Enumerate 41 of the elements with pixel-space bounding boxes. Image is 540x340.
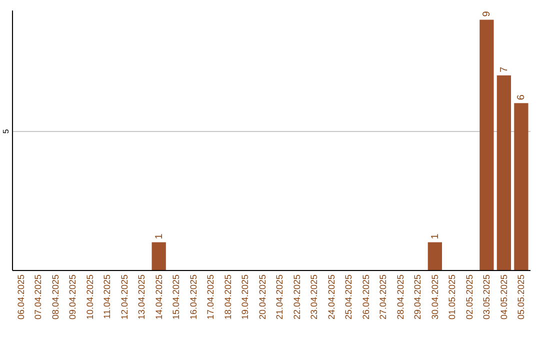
bar: [428, 242, 442, 270]
x-tick-label: 13.04.2025: [136, 274, 147, 320]
x-tick-label: 17.04.2025: [206, 274, 216, 320]
data-label: 9: [482, 10, 493, 17]
x-tick-label: 18.04.2025: [222, 274, 233, 320]
x-tick-label: 23.04.2025: [309, 274, 320, 320]
data-label: 7: [498, 66, 510, 72]
y-tick-label: 5: [2, 128, 10, 134]
x-tick-label: 07.04.2025: [33, 274, 44, 320]
bar: [480, 20, 494, 270]
x-tick-label: 10.04.2025: [84, 274, 95, 320]
x-tick-label: 09.04.2025: [68, 274, 78, 320]
data-label: 1: [154, 233, 165, 240]
x-tick-label: 15.04.2025: [171, 274, 182, 320]
x-tick-label: 03.05.2025: [482, 274, 492, 320]
x-tick-label: 04.05.2025: [498, 274, 509, 320]
x-tick-label: 28.04.2025: [395, 274, 406, 320]
x-tick-label: 22.04.2025: [292, 274, 302, 320]
x-tick-label: 01.05.2025: [447, 274, 458, 320]
x-tick-label: 27.04.2025: [378, 274, 388, 320]
data-label: 1: [430, 233, 441, 240]
x-tick-label: 29.04.2025: [412, 274, 423, 320]
x-tick-label: 20.04.2025: [257, 274, 268, 320]
x-tick-label: 02.05.2025: [464, 274, 474, 320]
x-tick-label: 25.04.2025: [344, 274, 354, 320]
x-tick-label: 14.04.2025: [154, 274, 164, 320]
x-tick-label: 21.04.2025: [274, 274, 285, 320]
x-tick-label: 16.04.2025: [188, 274, 198, 320]
x-tick-label: 12.04.2025: [119, 274, 130, 320]
x-tick-label: 26.04.2025: [360, 274, 371, 320]
bar: [514, 103, 528, 270]
x-tick-label: 19.04.2025: [240, 274, 250, 320]
bar: [496, 75, 512, 270]
x-tick-label: 30.04.2025: [430, 274, 440, 320]
data-label: 6: [516, 94, 528, 100]
x-tick-label: 08.04.2025: [50, 274, 60, 320]
x-tick-label: 24.04.2025: [326, 274, 336, 320]
x-tick-label: 06.04.2025: [16, 274, 26, 320]
x-tick-label: 05.05.2025: [516, 274, 526, 320]
x-tick-label: 11.04.2025: [102, 274, 112, 319]
bar: [152, 242, 166, 270]
